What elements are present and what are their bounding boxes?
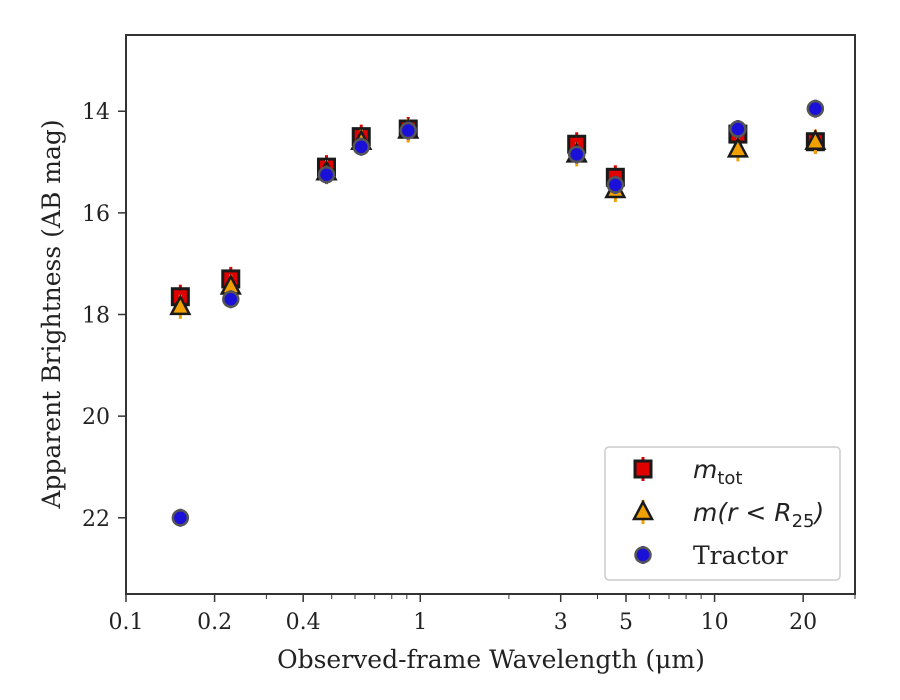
circle-point xyxy=(729,120,747,138)
x-tick-label: 0.1 xyxy=(109,610,144,635)
y-tick-label: 16 xyxy=(82,202,110,227)
x-tick-label: 0.4 xyxy=(286,610,321,635)
data-points xyxy=(169,99,827,527)
circle-point xyxy=(567,145,586,164)
y-tick-label: 20 xyxy=(82,405,110,430)
legend-box xyxy=(604,446,841,581)
y-tick-label: 14 xyxy=(82,100,110,125)
x-tick-label: 5 xyxy=(619,610,633,635)
y-axis: 14 16 18 20 22 xyxy=(82,100,126,532)
legend-label: Tractor xyxy=(693,541,788,570)
legend-marker-triangle xyxy=(631,499,655,521)
series-square xyxy=(170,117,825,309)
circle-point xyxy=(806,99,825,118)
triangle-point xyxy=(804,129,827,150)
y-axis-label: Apparent Brightness (AB mag) xyxy=(37,119,66,509)
series-triangle xyxy=(169,117,827,319)
triangle-point xyxy=(726,136,749,158)
circle-point xyxy=(171,509,190,527)
x-tick-label: 1 xyxy=(413,610,427,635)
circle-point xyxy=(352,138,370,156)
legend-marker-circle xyxy=(634,546,652,564)
circle-point xyxy=(317,166,336,184)
y-tick-label: 22 xyxy=(82,507,110,532)
series-circle xyxy=(171,99,825,527)
y-tick-label: 18 xyxy=(82,304,110,329)
x-tick-label: 3 xyxy=(554,610,568,635)
x-tick-label: 20 xyxy=(789,610,817,635)
x-tick-label: 0.2 xyxy=(197,610,232,635)
x-axis: 0.1 0.2 0.4 1 3 5 10 20 xyxy=(109,594,856,635)
legend-marker-square xyxy=(633,459,653,479)
x-tick-label: 10 xyxy=(701,610,729,635)
x-axis-label: Observed-frame Wavelength (μm) xyxy=(277,645,705,674)
circle-point xyxy=(606,176,625,194)
circle-point xyxy=(222,290,240,309)
circle-point xyxy=(399,121,417,140)
triangle-point xyxy=(169,294,192,316)
